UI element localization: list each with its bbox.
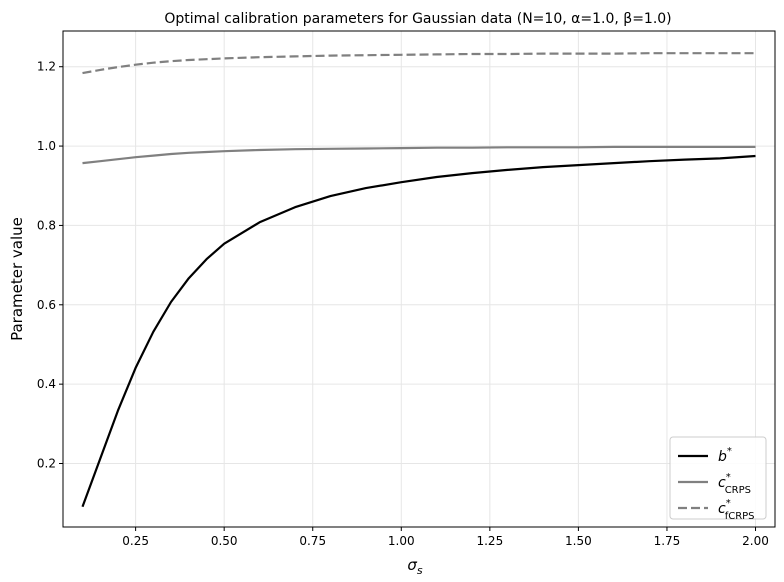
- x-tick-label: 1.25: [476, 534, 503, 548]
- x-tick-label: 0.75: [299, 534, 326, 548]
- y-axis-label: Parameter value: [8, 217, 26, 341]
- x-tick-label: 1.00: [388, 534, 415, 548]
- y-tick-label: 0.4: [37, 377, 56, 391]
- x-tick-label: 2.00: [742, 534, 769, 548]
- x-tick-label: 0.50: [211, 534, 238, 548]
- grid: [63, 31, 775, 527]
- chart-title: Optimal calibration parameters for Gauss…: [164, 11, 671, 27]
- y-tick-label: 0.2: [37, 457, 56, 471]
- x-tick-label: 0.25: [122, 534, 149, 548]
- legend-label: b*: [718, 446, 732, 465]
- axis-ticks: 0.25 0.50 0.75 1.00 1.25 1.50 1.75 2.00 0.2 0.4 0.…: [37, 60, 769, 548]
- x-axis-label-main: σ: [407, 556, 417, 574]
- legend-label: c* fCRPS: [718, 498, 755, 522]
- series-line-c-crps: [82, 145, 756, 165]
- legend-box: [669, 436, 767, 520]
- plot-frame: [62, 30, 776, 528]
- series-layer: [81, 52, 756, 508]
- legend-label: c* CRPS: [718, 472, 751, 496]
- y-tick-label: 1.2: [37, 60, 56, 74]
- series-line-c-fcrps: [82, 52, 756, 75]
- y-tick-label: 1.0: [37, 139, 56, 153]
- x-tick-label: 1.50: [565, 534, 592, 548]
- series-line-b: [81, 154, 756, 508]
- x-tick-label: 1.75: [654, 534, 681, 548]
- y-tick-label: 0.8: [37, 218, 56, 232]
- x-axis-label: σs: [407, 556, 423, 577]
- y-tick-label: 0.6: [37, 298, 56, 312]
- x-axis-label-sub: s: [417, 564, 423, 577]
